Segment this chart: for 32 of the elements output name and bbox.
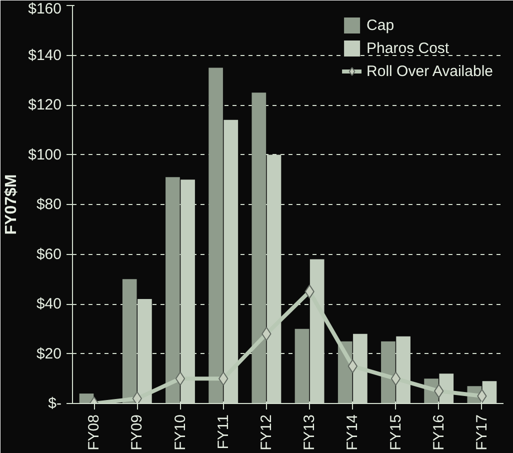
bar — [122, 279, 137, 404]
x-tick-label: FY10 — [172, 414, 189, 450]
y-tick-label: $140 — [28, 46, 62, 64]
bar — [252, 92, 266, 404]
x-tick-label: FY08 — [86, 414, 103, 450]
bar — [166, 177, 180, 404]
y-tick-label: $80 — [36, 196, 62, 213]
x-tick-label: FY13 — [301, 414, 318, 450]
x-tick-label: FY14 — [344, 414, 362, 450]
x-tick-label: FY15 — [387, 414, 404, 450]
x-tick-label: FY11 — [214, 414, 232, 450]
x-tick-label: FY16 — [430, 414, 448, 450]
point — [175, 372, 186, 386]
point — [132, 392, 142, 404]
y-tick-label: $60 — [36, 246, 62, 263]
x-tick-label: FY12 — [258, 414, 275, 450]
y-tick-label: $- — [48, 395, 62, 412]
y-axis-title: FY07$M — [3, 174, 20, 235]
legend-label: Pharos Cost — [366, 40, 450, 56]
y-tick-label: $160 — [28, 0, 62, 18]
point — [390, 372, 401, 386]
bar — [208, 68, 223, 404]
bar — [381, 341, 396, 404]
bar — [294, 328, 310, 404]
legend-label: Cap — [366, 16, 396, 34]
y-tick-label: $40 — [36, 296, 62, 312]
x-tick-label: FY17 — [473, 414, 490, 450]
y-tick-label: $20 — [36, 345, 62, 362]
y-tick-label: $100 — [28, 146, 62, 164]
legend-label: Roll Over Available — [366, 62, 493, 80]
y-tick-label: $120 — [28, 96, 62, 114]
x-tick-label: FY09 — [128, 414, 146, 450]
